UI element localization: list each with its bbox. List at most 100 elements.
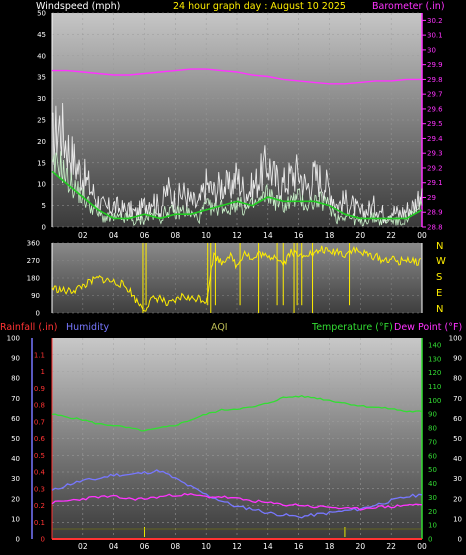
rain-y-tick: 0.7 <box>34 418 45 426</box>
temp-y-tick: 140 <box>428 341 441 349</box>
baro-y-tick: 28.9 <box>427 209 443 217</box>
temp-y-tick: 40 <box>428 480 437 488</box>
lower-x-tick: 10 <box>201 542 211 551</box>
temp-y-tick: 100 <box>428 397 441 405</box>
dir-label-n1: N <box>436 241 443 252</box>
temp-y-tick: 50 <box>428 466 437 474</box>
aqi-y-tick: 70 <box>453 395 462 403</box>
dir-label-n2: N <box>436 304 443 315</box>
wind-x-tick: 00 <box>417 231 427 240</box>
lower-x-tick: 18 <box>325 542 335 551</box>
wind-axis-title: Windspeed (mph) <box>36 1 120 12</box>
aqi-y-tick: 20 <box>453 495 462 503</box>
dir-y-tick: 180 <box>27 275 40 283</box>
humidity-y-tick: 50 <box>11 435 20 443</box>
baro-y-tick: 29.9 <box>427 61 443 69</box>
temperature-axis-title: Temperature (°F) <box>311 322 393 333</box>
wind-average-line <box>51 170 423 220</box>
baro-y-tick: 29.6 <box>427 105 443 113</box>
wind-x-tick: 16 <box>294 231 304 240</box>
temp-y-tick: 0 <box>428 536 432 544</box>
baro-y-tick: 29.2 <box>427 164 443 172</box>
humidity-y-tick: 100 <box>7 335 20 343</box>
wind-direction-line <box>51 245 422 312</box>
rain-y-tick: 0.1 <box>34 519 45 527</box>
humidity-y-tick: 70 <box>11 395 20 403</box>
humidity-y-tick: 40 <box>11 455 20 463</box>
dir-label-w: W <box>436 256 446 267</box>
baro-y-tick: 28.8 <box>427 224 443 232</box>
rain-y-tick: 0.6 <box>34 435 46 443</box>
wind-x-tick: 10 <box>201 231 211 240</box>
aqi-y-tick: 10 <box>453 515 462 523</box>
aqi-y-tick: 80 <box>453 375 462 383</box>
lower-x-tick: 08 <box>171 542 181 551</box>
wind-direction-letters: N W S E N <box>436 241 446 315</box>
aqi-y-tick: 30 <box>453 475 462 483</box>
lower-x-tick: 06 <box>140 542 150 551</box>
dir-y-tick: 90 <box>31 292 40 300</box>
lower-x-tick: 14 <box>263 542 273 551</box>
aqi-y-tick: 0 <box>458 536 462 544</box>
humidity-y-tick: 80 <box>11 375 20 383</box>
wind-line <box>51 151 423 227</box>
rain-y-tick: 0.4 <box>34 469 46 477</box>
rain-y-tick: 0 <box>41 536 45 544</box>
lower-x-tick: 00 <box>417 542 427 551</box>
wind-x-tick: 08 <box>171 231 181 240</box>
dewpoint-axis-title: Dew Point (°F) <box>394 322 462 333</box>
wind-x-tick: 02 <box>78 231 88 240</box>
barometer-line <box>52 68 422 85</box>
wind-y-tick: 5 <box>42 202 46 210</box>
lower-x-tick: 12 <box>232 542 242 551</box>
humidity-y-tick: 60 <box>11 415 20 423</box>
lower-x-tick: 20 <box>356 542 366 551</box>
wind-y-tick: 10 <box>37 181 46 189</box>
temperature-line <box>51 394 423 432</box>
rain-y-tick: 0.9 <box>34 385 45 393</box>
baro-y-tick: 29.5 <box>427 120 443 128</box>
wind-y-tick: 45 <box>37 31 46 39</box>
aqi-axis-title: AQI <box>211 322 228 333</box>
dir-y-tick: 360 <box>27 240 40 248</box>
wind-y-tick: 25 <box>37 117 46 125</box>
temp-y-tick: 130 <box>428 355 441 363</box>
baro-y-tick: 30.2 <box>427 17 443 25</box>
rain-y-tick: 0.5 <box>34 452 45 460</box>
baro-y-tick: 29.1 <box>427 179 443 187</box>
wind-x-tick: 22 <box>386 231 396 240</box>
aqi-y-tick: 100 <box>449 335 462 343</box>
rain-y-tick: 1.1 <box>34 351 45 359</box>
dir-label-s: S <box>436 272 442 283</box>
wind-y-tick: 30 <box>37 95 46 103</box>
wind-y-tick: 15 <box>37 159 46 167</box>
humidity-y-tick: 0 <box>16 536 20 544</box>
baro-y-tick: 29.4 <box>427 135 443 143</box>
baro-y-tick: 29.3 <box>427 150 443 158</box>
graph-title: 24 hour graph day : August 10 2025 <box>173 1 346 12</box>
dir-label-e: E <box>436 288 442 299</box>
wind-x-tick: 14 <box>263 231 273 240</box>
baro-y-tick: 30 <box>427 46 436 54</box>
humidity-axis-title: Humidity <box>66 322 109 333</box>
dir-y-tick: 0 <box>36 310 40 318</box>
wind-y-tick: 20 <box>37 138 46 146</box>
wind-y-tick: 40 <box>37 52 46 60</box>
humidity-y-tick: 20 <box>11 495 20 503</box>
temp-y-tick: 120 <box>428 369 441 377</box>
dir-y-tick: 270 <box>27 257 40 265</box>
temp-y-tick: 60 <box>428 452 437 460</box>
aqi-y-tick: 90 <box>453 355 462 363</box>
baro-y-tick: 29.7 <box>427 91 443 99</box>
lower-x-tick: 04 <box>109 542 119 551</box>
aqi-y-tick: 60 <box>453 415 462 423</box>
barometer-axis-title: Barometer (.in) <box>372 1 445 12</box>
rain-y-tick: 1 <box>41 368 45 376</box>
humidity-y-tick: 90 <box>11 355 20 363</box>
wind-y-tick: 50 <box>37 10 46 18</box>
humidity-y-tick: 30 <box>11 475 20 483</box>
rain-y-tick: 0.8 <box>34 402 45 410</box>
lower-x-tick: 22 <box>386 542 396 551</box>
humidity-y-tick: 10 <box>11 515 20 523</box>
